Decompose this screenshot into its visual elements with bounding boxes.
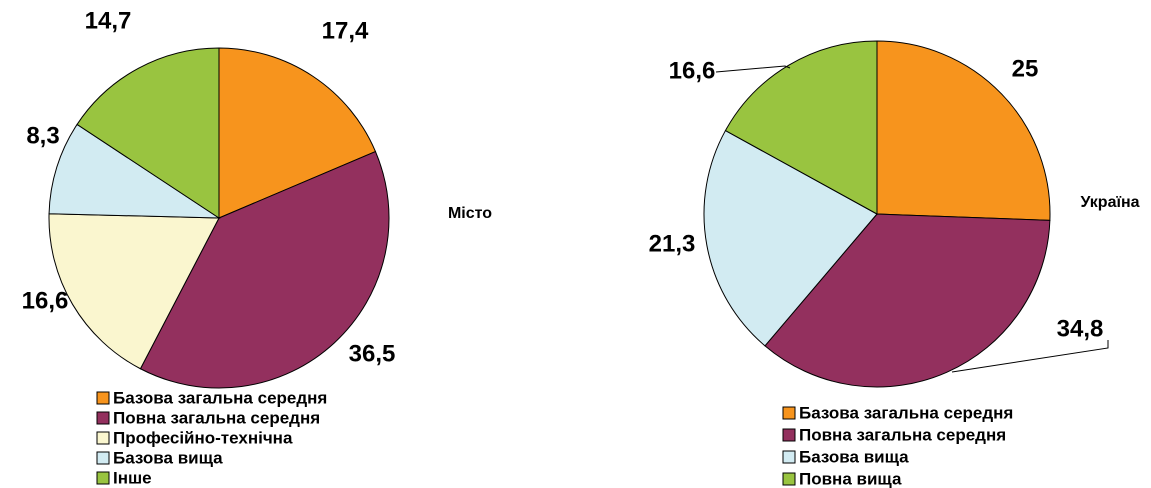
legend-swatch [782,428,796,442]
legend-swatch [96,411,110,425]
data-label: 16,6 [22,287,69,314]
chart-title: Україна [1080,194,1139,211]
legend-label: Професійно-технічна [113,428,293,447]
pie-slice [218,47,377,219]
legend-label: Базова вища [799,447,909,466]
data-label: 34,8 [1057,315,1104,342]
legend-swatch [96,431,110,445]
legend-label: Базова загальна середня [113,388,327,407]
data-label: 16,6 [669,57,716,84]
pie-slice [48,213,220,370]
pie-slice [876,40,1051,221]
legend-label: Повна вища [799,469,902,488]
chart-title: Місто [448,205,492,222]
legend-label: Базова вища [113,448,223,467]
pie-slice [48,123,221,219]
legend-swatch [782,472,796,486]
pie-slice [724,40,878,215]
pie-slice [703,129,878,347]
legend-label: Інше [113,468,152,487]
legend-label: Повна загальна середня [113,408,320,427]
legend-swatch [96,391,110,405]
data-label: 21,3 [649,230,696,257]
data-label: 36,5 [349,340,396,367]
legend-swatch [782,450,796,464]
leader-line [715,65,791,73]
data-label: 8,3 [26,122,59,149]
data-label: 25 [1012,55,1039,82]
pie-slice [764,213,1051,388]
legend-swatch [96,471,110,485]
pie-slice [76,47,220,219]
legend-swatch [96,451,110,465]
pie-slice [139,150,390,389]
legend-swatch [782,406,796,420]
legend-label: Базова загальна середня [799,403,1013,422]
data-label: 17,4 [322,17,369,44]
data-label: 14,7 [85,7,132,34]
leader-line [951,340,1109,373]
legend-label: Повна загальна середня [799,425,1006,444]
